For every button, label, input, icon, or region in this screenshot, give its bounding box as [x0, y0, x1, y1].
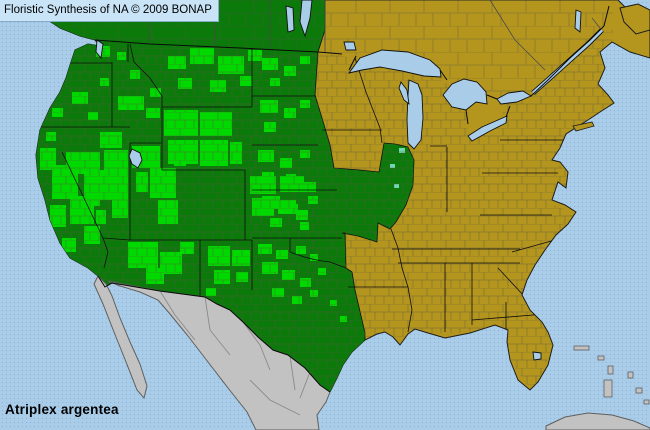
mexico-us-border	[97, 275, 331, 393]
lake-manitoba	[285, 5, 295, 33]
bahamas-islands	[573, 345, 650, 405]
mexico-state-boundaries	[159, 290, 311, 416]
lake-erie	[467, 115, 508, 142]
lake-superior	[347, 49, 442, 78]
puget-sound	[95, 39, 104, 60]
lake-okeechobee	[532, 351, 542, 361]
green-bay	[398, 81, 410, 106]
lake-winnipeg	[299, 0, 313, 38]
province-boundaries	[149, 0, 601, 71]
canada-us-border	[94, 5, 610, 125]
lake-of-the-woods	[343, 41, 357, 51]
species-name-label: Atriplex argentea	[5, 402, 119, 417]
cuba-island	[545, 412, 650, 430]
state-boundaries	[36, 43, 575, 333]
nova-scotia	[619, 3, 650, 35]
baja-peninsula	[93, 275, 148, 400]
great-salt-lake	[128, 148, 143, 169]
long-island	[572, 121, 595, 132]
map-title: Floristic Synthesis of NA © 2009 BONAP	[4, 4, 212, 16]
lake-champlain	[574, 9, 582, 33]
map-title-box: Floristic Synthesis of NA © 2009 BONAP	[0, 0, 219, 22]
lakes	[95, 0, 604, 361]
lake-michigan	[406, 79, 424, 150]
lake-huron	[442, 78, 488, 111]
